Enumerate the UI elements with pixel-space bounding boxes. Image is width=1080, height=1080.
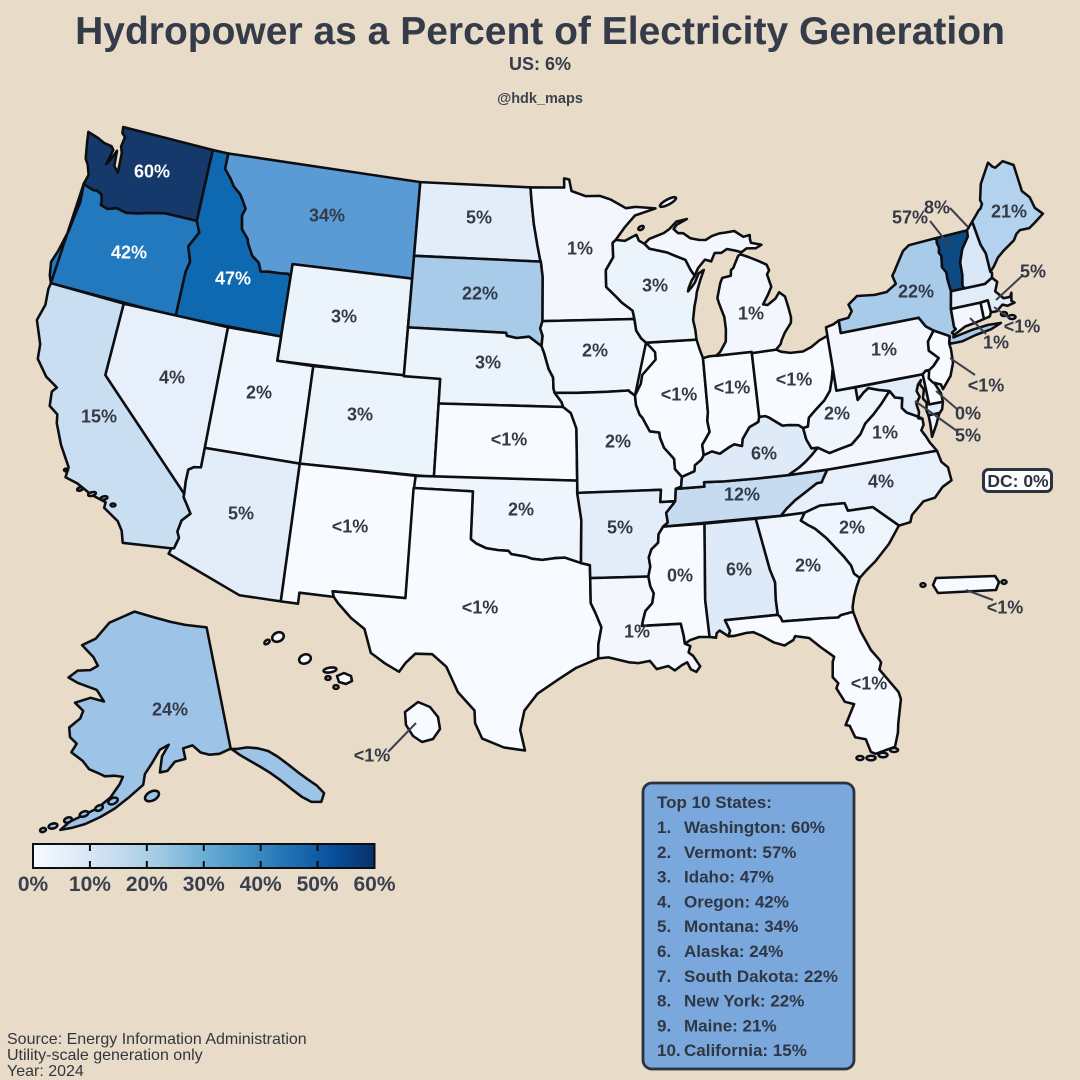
svg-text:<1%: <1% — [661, 384, 698, 404]
svg-text:1%: 1% — [872, 422, 898, 442]
svg-text:Oregon: 42%: Oregon: 42% — [684, 892, 789, 911]
svg-text:7.: 7. — [657, 967, 671, 986]
svg-text:2%: 2% — [582, 340, 608, 360]
svg-text:<1%: <1% — [462, 597, 499, 617]
svg-text:5%: 5% — [466, 207, 492, 227]
svg-text:40%: 40% — [240, 873, 282, 896]
svg-text:1%: 1% — [738, 303, 764, 323]
svg-text:4%: 4% — [868, 471, 894, 491]
svg-text:5%: 5% — [955, 425, 981, 445]
svg-text:42%: 42% — [111, 242, 147, 262]
svg-text:3%: 3% — [331, 306, 357, 326]
svg-text:Top 10 States:: Top 10 States: — [657, 793, 772, 812]
svg-text:10%: 10% — [69, 873, 111, 896]
svg-text:22%: 22% — [898, 281, 934, 301]
svg-text:<1%: <1% — [332, 516, 369, 536]
svg-text:2%: 2% — [605, 431, 631, 451]
svg-text:3%: 3% — [347, 404, 373, 424]
svg-text:3%: 3% — [642, 275, 668, 295]
svg-text:Source: Energy Information Adm: Source: Energy Information Administratio… — [7, 1031, 307, 1048]
svg-text:Alaska: 24%: Alaska: 24% — [684, 942, 783, 961]
svg-text:3.: 3. — [657, 868, 671, 887]
svg-text:<1%: <1% — [851, 673, 888, 693]
svg-text:1%: 1% — [567, 238, 593, 258]
svg-text:<1%: <1% — [987, 597, 1024, 617]
svg-text:60%: 60% — [134, 161, 170, 181]
svg-text:1.: 1. — [657, 818, 671, 837]
svg-text:21%: 21% — [991, 201, 1027, 221]
svg-text:6.: 6. — [657, 942, 671, 961]
svg-text:Washington: 60%: Washington: 60% — [684, 818, 825, 837]
svg-text:2%: 2% — [795, 555, 821, 575]
svg-text:0%: 0% — [667, 565, 693, 585]
svg-text:0%: 0% — [18, 873, 49, 896]
svg-text:0%: 0% — [955, 403, 981, 423]
svg-text:2%: 2% — [246, 382, 272, 402]
svg-text:24%: 24% — [152, 699, 188, 719]
svg-text:DC: 0%: DC: 0% — [987, 471, 1049, 491]
svg-text:2%: 2% — [508, 499, 534, 519]
svg-text:30%: 30% — [183, 873, 225, 896]
svg-text:50%: 50% — [297, 873, 339, 896]
svg-text:<1%: <1% — [491, 429, 528, 449]
svg-text:2%: 2% — [839, 517, 865, 537]
svg-text:9.: 9. — [657, 1016, 671, 1035]
svg-text:US: 6%: US: 6% — [509, 54, 571, 74]
svg-text:South Dakota: 22%: South Dakota: 22% — [684, 967, 838, 986]
svg-text:<1%: <1% — [354, 745, 391, 765]
svg-text:<1%: <1% — [1004, 316, 1041, 336]
svg-text:<1%: <1% — [776, 369, 813, 389]
svg-text:Hydropower as a Percent of Ele: Hydropower as a Percent of Electricity G… — [75, 10, 1005, 53]
svg-text:2.: 2. — [657, 843, 671, 862]
svg-text:Idaho: 47%: Idaho: 47% — [684, 868, 774, 887]
svg-text:5%: 5% — [607, 517, 633, 537]
svg-text:5.: 5. — [657, 917, 671, 936]
svg-text:4%: 4% — [159, 367, 185, 387]
svg-text:5%: 5% — [228, 503, 254, 523]
svg-text:60%: 60% — [353, 873, 395, 896]
svg-text:<1%: <1% — [714, 377, 751, 397]
svg-text:1%: 1% — [983, 332, 1009, 352]
svg-text:6%: 6% — [751, 443, 777, 463]
svg-text:@hdk_maps: @hdk_maps — [497, 91, 583, 107]
svg-text:Year: 2024: Year: 2024 — [7, 1063, 84, 1080]
svg-text:34%: 34% — [309, 205, 345, 225]
svg-text:Maine: 21%: Maine: 21% — [684, 1016, 777, 1035]
svg-text:California: 15%: California: 15% — [684, 1041, 807, 1060]
svg-text:Utility-scale generation only: Utility-scale generation only — [7, 1047, 203, 1064]
svg-text:<1%: <1% — [968, 375, 1005, 395]
svg-text:15%: 15% — [81, 406, 117, 426]
svg-text:New York: 22%: New York: 22% — [684, 992, 804, 1011]
svg-text:8%: 8% — [924, 197, 950, 217]
svg-text:22%: 22% — [462, 283, 498, 303]
svg-text:57%: 57% — [892, 207, 928, 227]
svg-text:47%: 47% — [215, 268, 251, 288]
svg-text:4.: 4. — [657, 892, 671, 911]
svg-text:Montana: 34%: Montana: 34% — [684, 917, 798, 936]
svg-text:Vermont: 57%: Vermont: 57% — [684, 843, 796, 862]
svg-text:3%: 3% — [475, 352, 501, 372]
svg-text:10.: 10. — [657, 1041, 681, 1060]
svg-text:6%: 6% — [726, 559, 752, 579]
svg-text:2%: 2% — [824, 403, 850, 423]
svg-text:12%: 12% — [724, 484, 760, 504]
svg-text:8.: 8. — [657, 992, 671, 1011]
svg-text:5%: 5% — [1020, 261, 1046, 281]
svg-text:1%: 1% — [624, 621, 650, 641]
svg-text:20%: 20% — [126, 873, 168, 896]
svg-text:1%: 1% — [871, 339, 897, 359]
